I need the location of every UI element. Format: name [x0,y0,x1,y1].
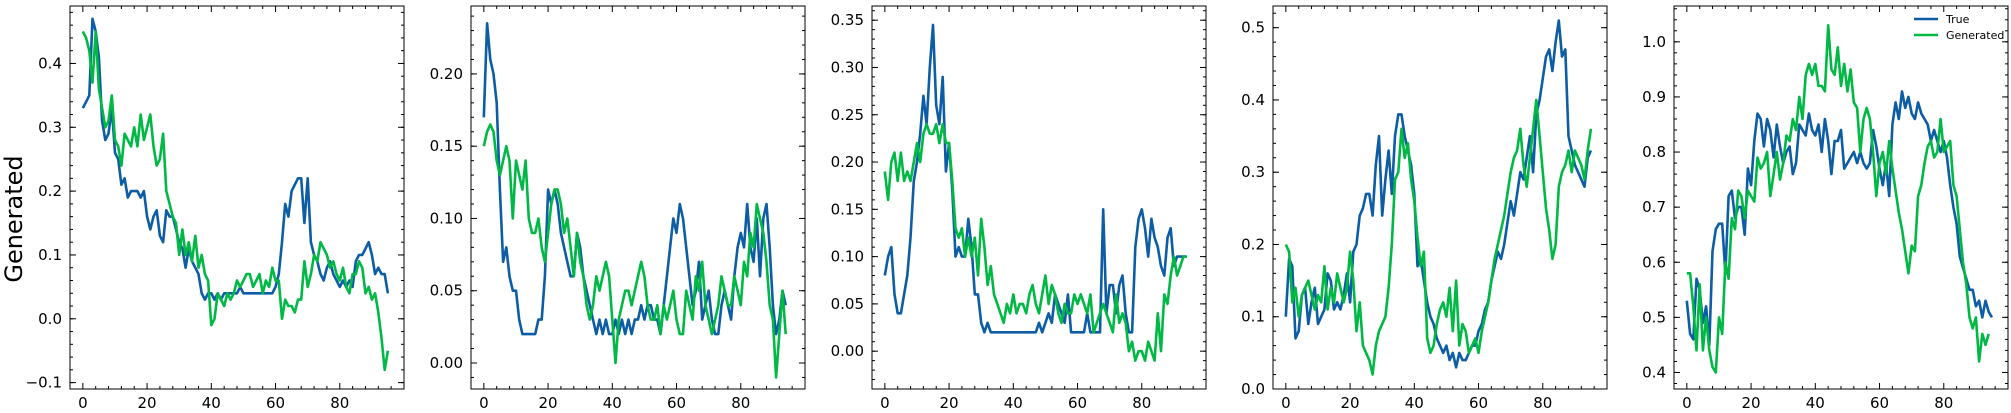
x-tick-label: 40 [202,394,221,412]
legend-label-true: True [1945,13,1970,26]
legend-label-generated: Generated [1946,29,2004,42]
y-tick-label: 0.15 [831,200,864,218]
x-tick-label: 60 [1870,394,1889,412]
x-tick-label: 20 [1341,394,1360,412]
series-line-generated [883,122,1187,362]
y-tick-label: 0.00 [430,354,463,372]
subplot-3: 0 20 40 60 80 0.00 0.05 0.10 0.15 0.20 0.25 0.30 0.3… [831,5,1207,412]
y-tick-label: 0.4 [1241,91,1265,109]
y-tick-label: 0.4 [1642,363,1666,381]
y-tick-label: 0.1 [38,246,62,264]
x-tick-label: 60 [266,394,285,412]
y-tick-label: 0.2 [1241,235,1265,253]
x-tick-label: 20 [539,394,558,412]
y-tick-label: 0.9 [1642,88,1666,106]
series-line-true [482,21,787,336]
series-line-true [883,23,1187,334]
x-tick-label: 0 [78,394,88,412]
series-line-generated [1686,23,1990,374]
series-line-true [81,17,390,301]
axes-frame [69,5,405,390]
x-tick-label: 80 [1533,394,1552,412]
y-tick-label: 1.0 [1642,33,1666,51]
x-tick-label: 0 [880,394,890,412]
series-line-generated [482,123,787,379]
y-tick-label: 0.2 [38,182,62,200]
y-tick-label: 0.0 [1241,380,1265,398]
x-tick-label: 20 [1742,394,1761,412]
x-tick-label: 80 [731,394,750,412]
y-tick-label: 0.10 [430,209,463,227]
axes-frame [1272,5,1608,390]
y-tick-label: 0.00 [831,342,864,360]
y-tick-label: 0.35 [831,11,864,29]
x-tick-label: 60 [667,394,686,412]
x-tick-label: 80 [1934,394,1953,412]
y-tick-label: 0.3 [1241,163,1265,181]
y-tick-label: 0.10 [831,248,864,266]
x-tick-label: 80 [330,394,349,412]
x-tick-label: 20 [940,394,959,412]
y-axis-label: Generated [0,155,28,282]
y-tick-label: 0.20 [430,65,463,83]
y-tick-label: 0.1 [1241,308,1265,326]
subplot-2: 0 20 40 60 80 0.00 0.05 0.10 0.15 0.20 [430,5,806,412]
y-tick-label: 0.6 [1642,253,1666,271]
x-tick-label: 60 [1068,394,1087,412]
y-tick-label: 0.4 [38,54,62,72]
x-tick-label: 0 [1281,394,1291,412]
subplot-4: 0 20 40 60 80 0.0 0.1 0.2 0.3 0.4 0.5 [1241,5,1608,412]
x-tick-label: 20 [138,394,157,412]
y-tick-label: 0.30 [831,58,864,76]
y-tick-label: 0.25 [831,106,864,124]
x-tick-label: 40 [1806,394,1825,412]
y-tick-label: 0.05 [430,282,463,300]
legend: True Generated [1914,13,2004,42]
subplots: 0 20 40 60 80 −0.1 0.0 0.1 0.2 0.3 0.4 0 20 40 60 80 0.0… [26,5,2009,412]
y-tick-label: 0.7 [1642,198,1666,216]
x-tick-label: 0 [1682,394,1692,412]
series-line-generated [81,30,390,372]
series-line-true [1284,19,1593,369]
y-tick-label: 0.15 [430,137,463,155]
y-tick-label: 0.3 [38,118,62,136]
subplot-5: 0 20 40 60 80 0.4 0.5 0.6 0.7 0.8 0.9 1.0 True Genera… [1642,5,2009,412]
y-tick-label: 0.8 [1642,143,1666,161]
x-tick-label: 40 [1405,394,1424,412]
x-tick-label: 40 [1004,394,1023,412]
y-tick-label: −0.1 [26,374,62,392]
subplot-1: 0 20 40 60 80 −0.1 0.0 0.1 0.2 0.3 0.4 [26,5,405,412]
x-tick-label: 80 [1132,394,1151,412]
y-tick-label: 0.20 [831,153,864,171]
x-tick-label: 60 [1469,394,1488,412]
y-tick-label: 0.05 [831,295,864,313]
y-tick-label: 0.5 [1241,19,1265,37]
series-line-generated [1284,98,1593,376]
y-tick-label: 0.5 [1642,308,1666,326]
x-tick-label: 0 [479,394,489,412]
x-tick-label: 40 [603,394,622,412]
y-tick-label: 0.0 [38,310,62,328]
